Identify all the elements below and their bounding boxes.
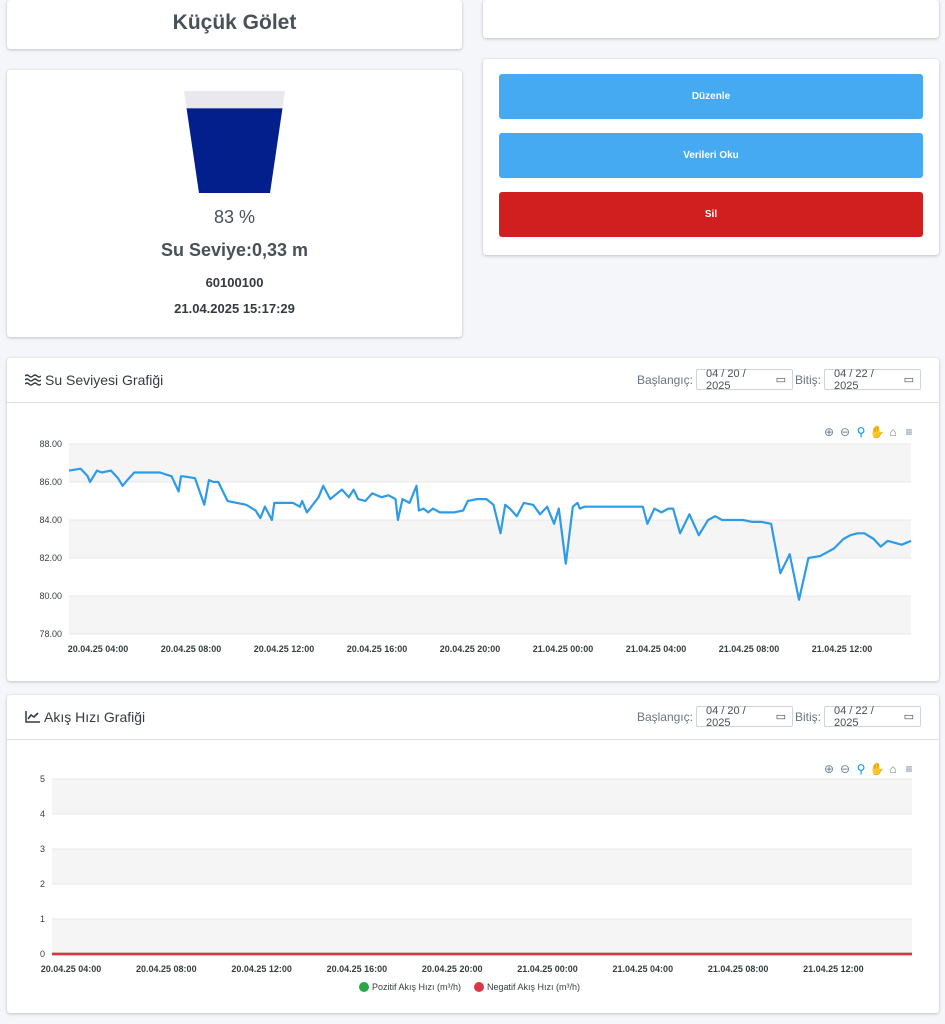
pan-hand-icon[interactable]: ✋ xyxy=(869,762,885,776)
tank-graphic xyxy=(184,91,285,193)
flow-chart-title-text: Akış Hızı Grafiği xyxy=(44,709,146,725)
menu-icon[interactable]: ≡ xyxy=(905,425,913,439)
header-card: Küçük Gölet xyxy=(7,0,462,49)
zoom-out-icon[interactable]: ⊖ xyxy=(839,762,851,776)
y-tick-label: 86.00 xyxy=(39,477,62,487)
level-chart-title: Su Seviyesi Grafiği xyxy=(25,372,163,388)
y-tick-label: 1 xyxy=(40,914,45,924)
y-tick-label: 88.00 xyxy=(39,439,62,449)
y-tick-label: 0 xyxy=(40,949,45,959)
x-tick-label: 21.04.25 04:00 xyxy=(626,644,687,654)
level-chart-card: Su Seviyesi Grafiği Başlangıç: 04 / 20 /… xyxy=(7,358,939,681)
end-date-input[interactable]: 04 / 22 / 2025 ▭ xyxy=(824,704,921,729)
menu-icon[interactable]: ≡ xyxy=(905,762,913,776)
y-tick-label: 84.00 xyxy=(39,515,62,525)
zoom-selection-icon[interactable]: ⚲ xyxy=(856,762,866,776)
read-data-button[interactable]: Verileri Oku xyxy=(499,133,923,178)
start-label: Başlangıç: xyxy=(636,709,693,724)
zoom-out-icon[interactable]: ⊖ xyxy=(839,425,851,439)
device-id: 60100100 xyxy=(205,275,264,290)
y-tick-label: 3 xyxy=(40,844,45,854)
calendar-icon[interactable]: ▭ xyxy=(903,374,914,386)
x-tick-label: 21.04.25 00:00 xyxy=(517,964,578,974)
x-tick-label: 20.04.25 20:00 xyxy=(422,964,483,974)
start-label: Başlangıç: xyxy=(636,372,693,387)
level-chart-header: Su Seviyesi Grafiği Başlangıç: 04 / 20 /… xyxy=(7,358,939,403)
level-series-line xyxy=(68,467,912,601)
x-tick-label: 21.04.25 08:00 xyxy=(719,644,780,654)
flow-chart-plot: 0 1 2 3 4 5 20.04.25 04:00 20.04.25 08:00 20.04.… xyxy=(40,774,912,992)
legend-label: Pozitif Akış Hızı (m³/h) xyxy=(372,982,461,992)
y-tick-label: 78.00 xyxy=(39,629,62,639)
line-chart-icon xyxy=(25,711,40,723)
calendar-icon[interactable]: ▭ xyxy=(775,711,786,723)
end-date-value: 04 / 22 / 2025 xyxy=(834,704,874,729)
calendar-icon[interactable]: ▭ xyxy=(903,711,914,723)
delete-button[interactable]: Sil xyxy=(499,192,923,237)
chart-toolbar: ⊕ ⊖ ⚲ ✋ ⌂ ≡ xyxy=(823,762,915,776)
x-tick-label: 20.04.25 04:00 xyxy=(41,964,102,974)
x-tick-label: 20.04.25 12:00 xyxy=(231,964,292,974)
legend-marker xyxy=(474,982,484,992)
water-level: Su Seviye:0,33 m xyxy=(160,240,309,260)
grid-band xyxy=(52,779,912,814)
zoom-in-icon[interactable]: ⊕ xyxy=(823,762,835,776)
tank-card: 83 % Su Seviye:0,33 m 60100100 21.04.202… xyxy=(7,70,462,337)
y-tick-label: 80.00 xyxy=(39,591,62,601)
x-tick-label: 21.04.25 12:00 xyxy=(812,644,873,654)
edit-button[interactable]: Düzenle xyxy=(499,74,923,119)
legend-label: Negatif Akış Hızı (m³/h) xyxy=(487,982,580,992)
level-date-range: Başlangıç: 04 / 20 / 2025 ▭ Bitiş: 04 / 2… xyxy=(636,367,921,392)
x-tick-label: 20.04.25 20:00 xyxy=(440,644,501,654)
x-tick-label: 21.04.25 00:00 xyxy=(533,644,594,654)
x-tick-label: 21.04.25 12:00 xyxy=(803,964,864,974)
calendar-icon[interactable]: ▭ xyxy=(775,374,786,386)
x-tick-label: 20.04.25 04:00 xyxy=(68,644,129,654)
flow-chart-title: Akış Hızı Grafiği xyxy=(25,709,145,725)
x-tick-label: 21.04.25 08:00 xyxy=(708,964,769,974)
zoom-in-icon[interactable]: ⊕ xyxy=(823,425,835,439)
level-chart-plot: 78.00 80.00 82.00 84.00 86.00 88.00 20.04.25 0… xyxy=(39,439,912,654)
start-date-input[interactable]: 04 / 20 / 2025 ▭ xyxy=(695,704,793,729)
end-date-value: 04 / 22 / 2025 xyxy=(834,367,874,392)
fill-percent: 83 % xyxy=(213,207,256,227)
x-tick-label: 21.04.25 04:00 xyxy=(613,964,674,974)
tank-fill xyxy=(184,108,285,193)
start-date-value: 04 / 20 / 2025 xyxy=(705,704,746,729)
grid-band xyxy=(69,596,911,634)
zoom-selection-icon[interactable]: ⚲ xyxy=(856,425,866,439)
grid-band xyxy=(69,444,911,482)
x-tick-label: 20.04.25 08:00 xyxy=(136,964,197,974)
grid-band xyxy=(52,849,912,884)
page-title: Küçük Gölet xyxy=(172,11,297,34)
start-date-value: 04 / 20 / 2025 xyxy=(705,367,746,392)
blank-panel xyxy=(483,0,939,38)
flow-chart-card: Akış Hızı Grafiği Başlangıç: 04 / 20 / 2… xyxy=(7,695,939,1013)
reset-home-icon[interactable]: ⌂ xyxy=(889,762,897,776)
flow-date-range: Başlangıç: 04 / 20 / 2025 ▭ Bitiş: 04 / 2… xyxy=(636,704,921,729)
grid-band xyxy=(69,520,911,558)
x-tick-label: 20.04.25 16:00 xyxy=(347,644,408,654)
level-chart-title-text: Su Seviyesi Grafiği xyxy=(45,372,164,388)
actions-card: Düzenle Verileri Oku Sil xyxy=(483,59,939,255)
y-tick-label: 2 xyxy=(40,879,45,889)
last-reading-time: 21.04.2025 15:17:29 xyxy=(174,301,295,316)
flow-chart-header: Akış Hızı Grafiği Başlangıç: 04 / 20 / 2… xyxy=(7,695,939,740)
reset-home-icon[interactable]: ⌂ xyxy=(889,425,897,439)
x-tick-label: 20.04.25 16:00 xyxy=(327,964,388,974)
x-tick-label: 20.04.25 12:00 xyxy=(254,644,315,654)
chart-toolbar: ⊕ ⊖ ⚲ ✋ ⌂ ≡ xyxy=(823,425,915,439)
y-tick-label: 4 xyxy=(40,809,45,819)
y-tick-label: 82.00 xyxy=(39,553,62,563)
water-waves-icon xyxy=(25,374,41,386)
start-date-input[interactable]: 04 / 20 / 2025 ▭ xyxy=(695,367,793,392)
y-tick-label: 5 xyxy=(40,774,45,784)
pan-hand-icon[interactable]: ✋ xyxy=(869,425,885,439)
end-label: Bitiş: xyxy=(794,709,821,724)
end-label: Bitiş: xyxy=(794,372,821,387)
legend-marker xyxy=(359,982,369,992)
grid-band xyxy=(52,919,912,954)
end-date-input[interactable]: 04 / 22 / 2025 ▭ xyxy=(824,367,921,392)
x-tick-label: 20.04.25 08:00 xyxy=(161,644,222,654)
